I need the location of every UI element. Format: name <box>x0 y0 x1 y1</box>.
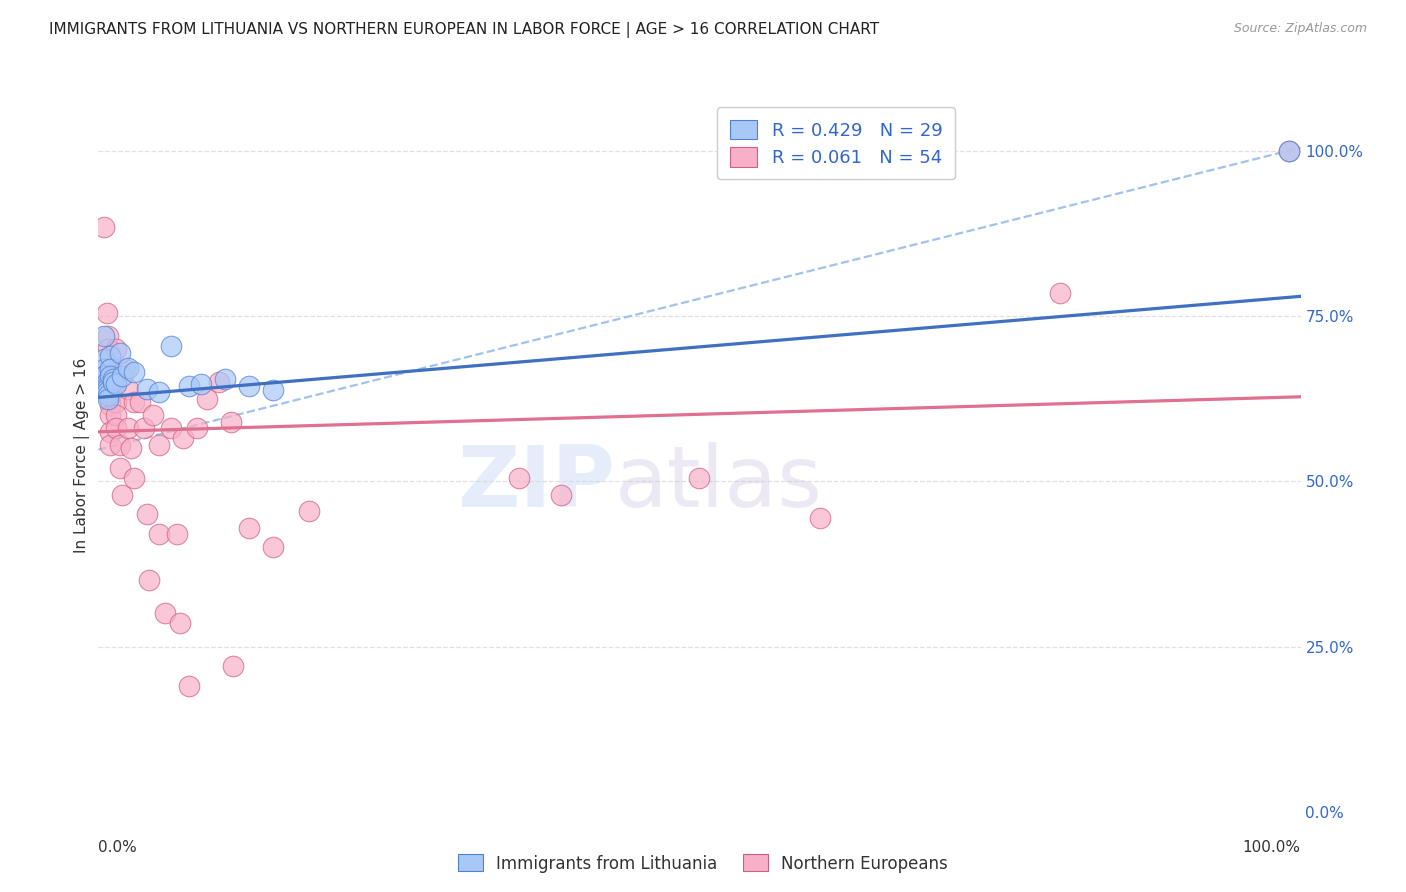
Point <box>190 376 212 391</box>
Point <box>100 382 122 396</box>
Point <box>108 345 131 359</box>
Point <box>132 421 155 435</box>
Point <box>96 378 118 392</box>
Point <box>114 362 136 376</box>
Point <box>101 372 124 386</box>
Point <box>238 378 260 392</box>
Point <box>93 362 115 376</box>
Point <box>124 471 146 485</box>
Point <box>108 438 131 452</box>
Point <box>96 306 118 320</box>
Point <box>97 388 120 402</box>
Point <box>169 616 191 631</box>
Point <box>93 352 115 367</box>
Point <box>262 383 284 397</box>
Point <box>222 659 245 673</box>
Point <box>117 421 139 435</box>
Point <box>124 365 146 379</box>
Point <box>93 368 115 383</box>
Point <box>508 471 530 485</box>
Point <box>117 382 139 396</box>
Point <box>550 487 572 501</box>
Point <box>100 376 122 390</box>
Point <box>238 520 260 534</box>
Legend: Immigrants from Lithuania, Northern Europeans: Immigrants from Lithuania, Northern Euro… <box>451 847 955 880</box>
Point <box>129 395 152 409</box>
Point <box>97 329 120 343</box>
Point <box>100 368 122 383</box>
Point <box>148 438 170 452</box>
Point <box>96 385 118 400</box>
Point <box>166 527 188 541</box>
Point <box>208 376 231 390</box>
Point <box>177 378 200 392</box>
Point <box>98 362 121 376</box>
Point <box>148 385 170 400</box>
Text: 100.0%: 100.0% <box>1243 840 1301 855</box>
Point <box>111 368 134 383</box>
Text: atlas: atlas <box>616 442 824 525</box>
Point <box>105 376 128 391</box>
Point <box>100 349 122 363</box>
Point <box>105 409 128 423</box>
Point <box>135 382 157 396</box>
Point <box>100 409 122 423</box>
Point <box>100 398 122 412</box>
Point <box>298 504 321 518</box>
Point <box>105 342 128 356</box>
Point <box>1277 144 1299 158</box>
Point <box>148 527 170 541</box>
Point <box>111 487 134 501</box>
Point <box>93 329 115 343</box>
Point <box>117 360 139 375</box>
Text: ZIP: ZIP <box>457 442 616 525</box>
Text: Source: ZipAtlas.com: Source: ZipAtlas.com <box>1233 22 1367 36</box>
Point <box>135 508 157 522</box>
Point <box>120 442 142 456</box>
Point <box>808 510 831 524</box>
Point <box>186 421 208 435</box>
Point <box>153 607 176 621</box>
Text: IMMIGRANTS FROM LITHUANIA VS NORTHERN EUROPEAN IN LABOR FORCE | AGE > 16 CORRELA: IMMIGRANTS FROM LITHUANIA VS NORTHERN EU… <box>49 22 879 38</box>
Point <box>96 376 118 390</box>
Point <box>97 392 120 406</box>
Point <box>159 339 181 353</box>
Point <box>141 409 163 423</box>
Point <box>100 392 122 406</box>
Point <box>689 471 711 485</box>
Text: 0.0%: 0.0% <box>98 840 138 855</box>
Point <box>100 385 122 400</box>
Point <box>214 372 236 386</box>
Point <box>93 219 115 234</box>
Point <box>100 425 122 439</box>
Point <box>105 421 128 435</box>
Point <box>138 574 160 588</box>
Point <box>105 395 128 409</box>
Point <box>108 461 131 475</box>
Legend: R = 0.429   N = 29, R = 0.061   N = 54: R = 0.429 N = 29, R = 0.061 N = 54 <box>717 107 955 179</box>
Point <box>101 376 124 390</box>
Point <box>96 382 118 396</box>
Point <box>100 438 122 452</box>
Point <box>177 679 200 693</box>
Point <box>195 392 218 406</box>
Point <box>97 342 120 356</box>
Point <box>1277 144 1299 158</box>
Point <box>172 431 194 445</box>
Point <box>219 415 242 429</box>
Point <box>1049 286 1071 301</box>
Point <box>100 362 122 376</box>
Point <box>105 376 128 390</box>
Y-axis label: In Labor Force | Age > 16: In Labor Force | Age > 16 <box>75 358 90 552</box>
Point <box>262 541 284 555</box>
Point <box>159 421 181 435</box>
Point <box>124 395 146 409</box>
